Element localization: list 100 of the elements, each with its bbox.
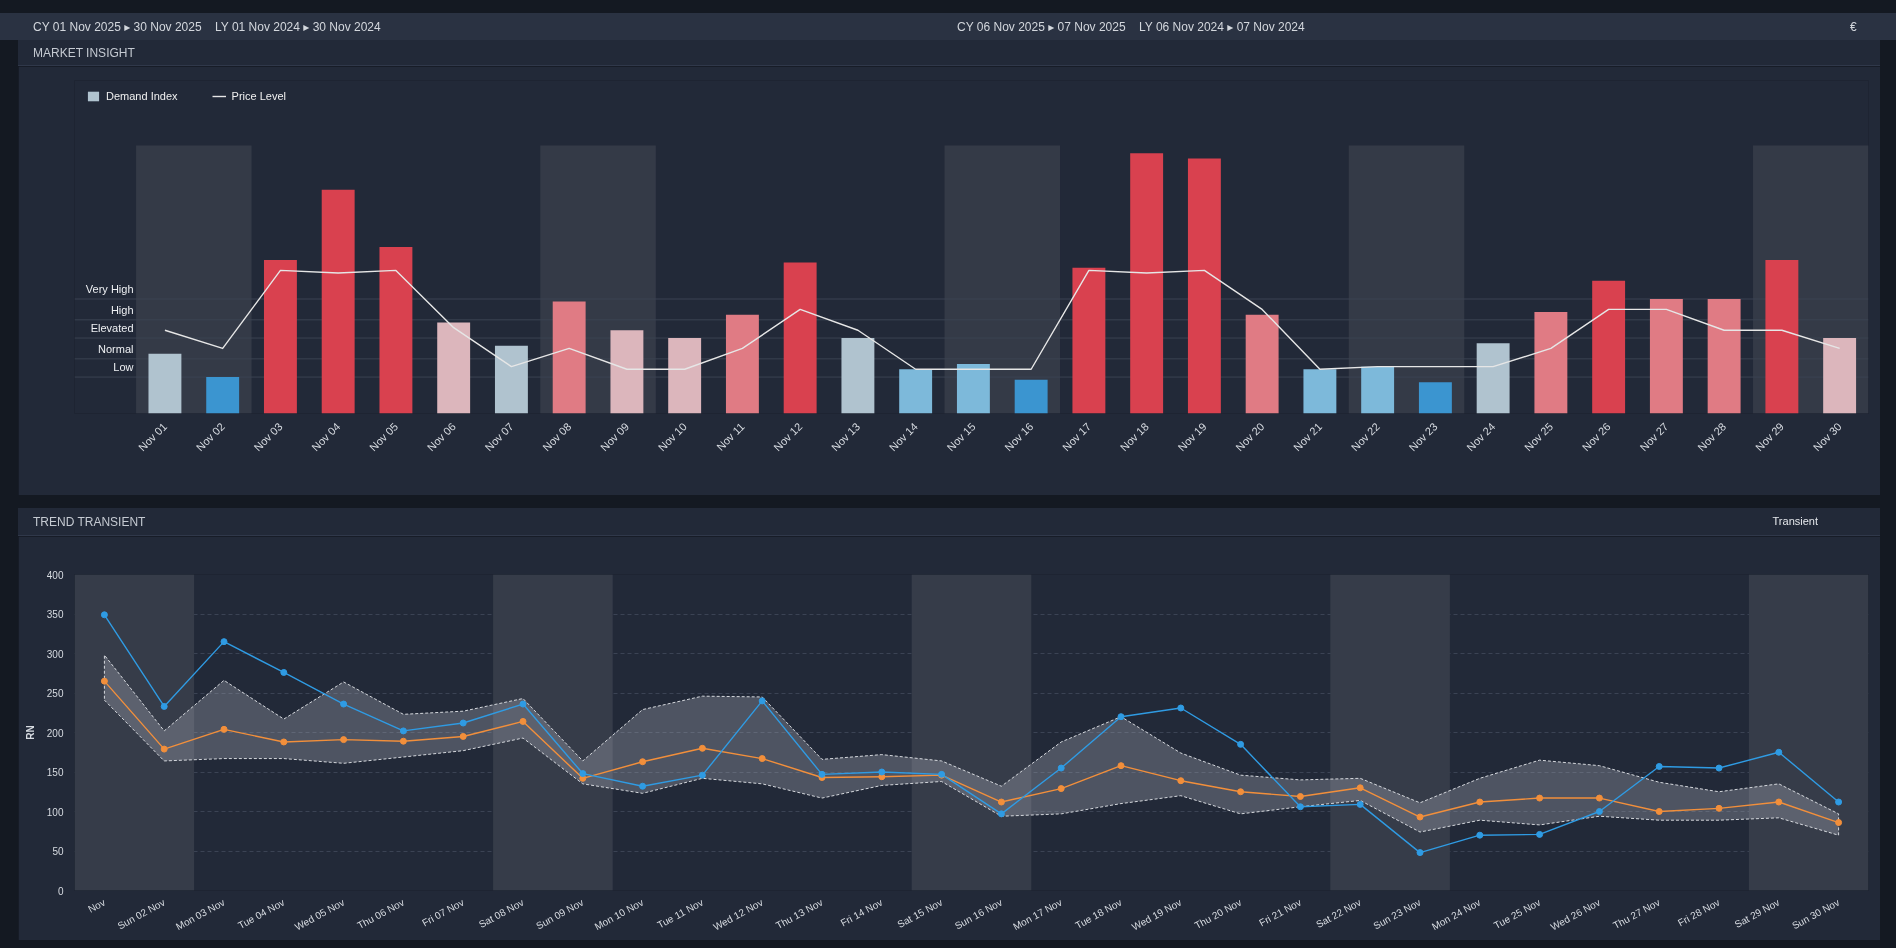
bar — [899, 369, 933, 414]
bar — [783, 262, 817, 414]
chart-title: MARKET INSIGHT — [33, 45, 135, 62]
x-tick-label: Sun 09 Nov — [534, 896, 586, 932]
text: LY 01 Nov 2024 ▸ 30 Nov 2024 — [215, 19, 381, 36]
x-tick-label: Sat 29 Nov — [1732, 896, 1782, 931]
x-tick-label: Thu 20 Nov — [1192, 896, 1244, 932]
point — [1177, 777, 1185, 785]
point — [1595, 794, 1603, 802]
point — [340, 700, 348, 708]
bar — [148, 353, 182, 414]
point — [519, 717, 527, 725]
x-tick-label: Nov 05 — [367, 420, 401, 454]
x-tick-label: Nov 10 — [655, 420, 689, 454]
point — [878, 768, 886, 776]
x-tick-label: Nov 20 — [1233, 420, 1267, 454]
point — [1536, 830, 1544, 838]
x-tick-label: Nov 08 — [540, 420, 574, 454]
point — [579, 770, 587, 778]
x-tick-label: Nov 29 — [1752, 420, 1787, 454]
point — [160, 745, 168, 753]
bar — [1418, 382, 1452, 414]
point — [100, 611, 108, 619]
x-tick-label: Nov 30 — [1810, 420, 1844, 454]
y-axis-title: RN — [24, 725, 36, 740]
x-tick-label: Nov — [86, 896, 108, 915]
x-tick-label: Mon 10 Nov — [592, 896, 646, 933]
x-tick-label: Mon 03 Nov — [174, 896, 227, 933]
point — [1595, 808, 1603, 815]
point — [220, 638, 228, 646]
point — [1117, 762, 1125, 770]
bar — [1649, 299, 1683, 414]
point — [758, 755, 766, 763]
point — [758, 697, 766, 705]
x-tick-label: Nov 24 — [1464, 420, 1498, 454]
point — [1057, 785, 1065, 793]
x-tick-label: Sat 08 Nov — [476, 896, 526, 931]
point — [1715, 804, 1723, 812]
point — [1296, 793, 1304, 800]
x-tick-label: Nov 18 — [1117, 420, 1151, 454]
point — [1775, 748, 1783, 756]
point — [639, 758, 647, 766]
point — [698, 744, 706, 752]
point — [340, 736, 348, 744]
ref-line-label: Low — [113, 361, 134, 374]
x-tick-label: Wed 05 Nov — [292, 896, 347, 933]
point — [1835, 819, 1843, 827]
point — [1655, 808, 1663, 815]
bar — [1592, 280, 1626, 414]
chart-title: TREND TRANSIENT — [33, 514, 146, 531]
point — [100, 677, 108, 685]
text: CY 01 Nov 2025 ▸ 30 Nov 2025 — [33, 19, 202, 36]
x-tick-label: Nov 11 — [714, 420, 747, 453]
ref-line-label: Very High — [85, 283, 134, 296]
point — [1536, 794, 1544, 802]
point — [459, 732, 467, 740]
point — [1655, 762, 1663, 770]
x-tick-label: Nov 21 — [1291, 420, 1325, 454]
x-tick-label: Sat 22 Nov — [1314, 896, 1363, 931]
x-tick-label: Fri 14 Nov — [838, 896, 885, 929]
ref-line-label: Normal — [98, 342, 134, 355]
x-tick-label: Wed 26 Nov — [1548, 896, 1603, 933]
bar — [321, 189, 355, 414]
bar — [206, 377, 240, 414]
y-tick-label: 250 — [46, 688, 64, 699]
point — [519, 700, 527, 708]
bar — [725, 314, 759, 414]
x-tick-label: Tue 04 Nov — [236, 896, 287, 931]
x-tick-label: Sun 16 Nov — [952, 896, 1005, 932]
bar — [379, 246, 413, 414]
bar — [1476, 343, 1510, 414]
x-tick-label: Nov 14 — [886, 420, 920, 454]
point — [639, 782, 647, 790]
y-tick-label: 100 — [46, 806, 64, 818]
x-tick-label: Wed 19 Nov — [1130, 896, 1184, 933]
point — [997, 798, 1005, 806]
x-tick-label: Nov 01 — [136, 420, 170, 454]
text: CY 06 Nov 2025 ▸ 07 Nov 2025 — [957, 19, 1126, 36]
bar — [1361, 366, 1395, 414]
y-tick-label: 200 — [46, 727, 64, 739]
point — [399, 727, 407, 735]
point — [1117, 713, 1125, 721]
point — [280, 738, 288, 746]
x-tick-label: Thu 06 Nov — [355, 896, 407, 932]
x-tick-label: Nov 26 — [1579, 420, 1613, 454]
text: € — [1850, 19, 1857, 36]
point — [459, 719, 467, 727]
legend-label: Demand Index — [106, 90, 178, 102]
x-tick-label: Sun 23 Nov — [1371, 896, 1423, 932]
x-tick-label: Nov 25 — [1521, 420, 1556, 454]
point — [1237, 788, 1245, 796]
point — [1356, 784, 1364, 792]
x-tick-label: Nov 16 — [1002, 420, 1036, 454]
y-tick-label: 0 — [57, 885, 64, 897]
bar — [1823, 338, 1857, 414]
x-tick-label: Sat 15 Nov — [895, 896, 945, 931]
x-tick-label: Tue 25 Nov — [1491, 896, 1543, 931]
x-tick-label: Tue 18 Nov — [1073, 896, 1124, 931]
bar — [1014, 379, 1048, 414]
x-tick-label: Sun 30 Nov — [1790, 896, 1842, 932]
